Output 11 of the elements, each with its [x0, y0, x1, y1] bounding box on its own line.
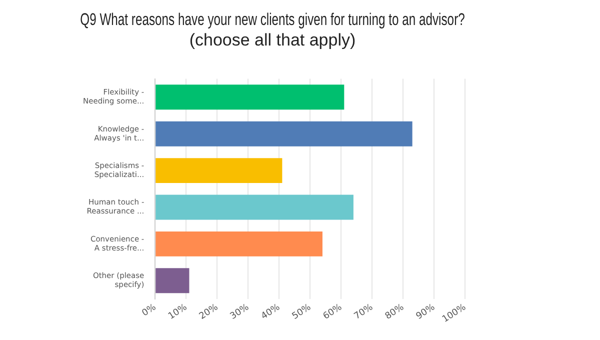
- x-tick-label: 40%: [260, 302, 282, 322]
- chart-title: Q9 What reasons have your new clients given for turning to an advisor? (choose all that apply): [80, 11, 465, 50]
- x-tick-label: 0%: [140, 302, 158, 319]
- x-tick-label: 20%: [198, 302, 220, 322]
- x-tick-label: 70%: [352, 302, 376, 322]
- x-tick-label: 60%: [322, 302, 344, 322]
- x-tick-label: 50%: [290, 302, 314, 322]
- x-tick-label: 90%: [414, 302, 438, 322]
- x-tick-label: 80%: [384, 302, 406, 322]
- x-tick-label: 10%: [166, 302, 190, 322]
- x-tick-label: 30%: [228, 302, 252, 322]
